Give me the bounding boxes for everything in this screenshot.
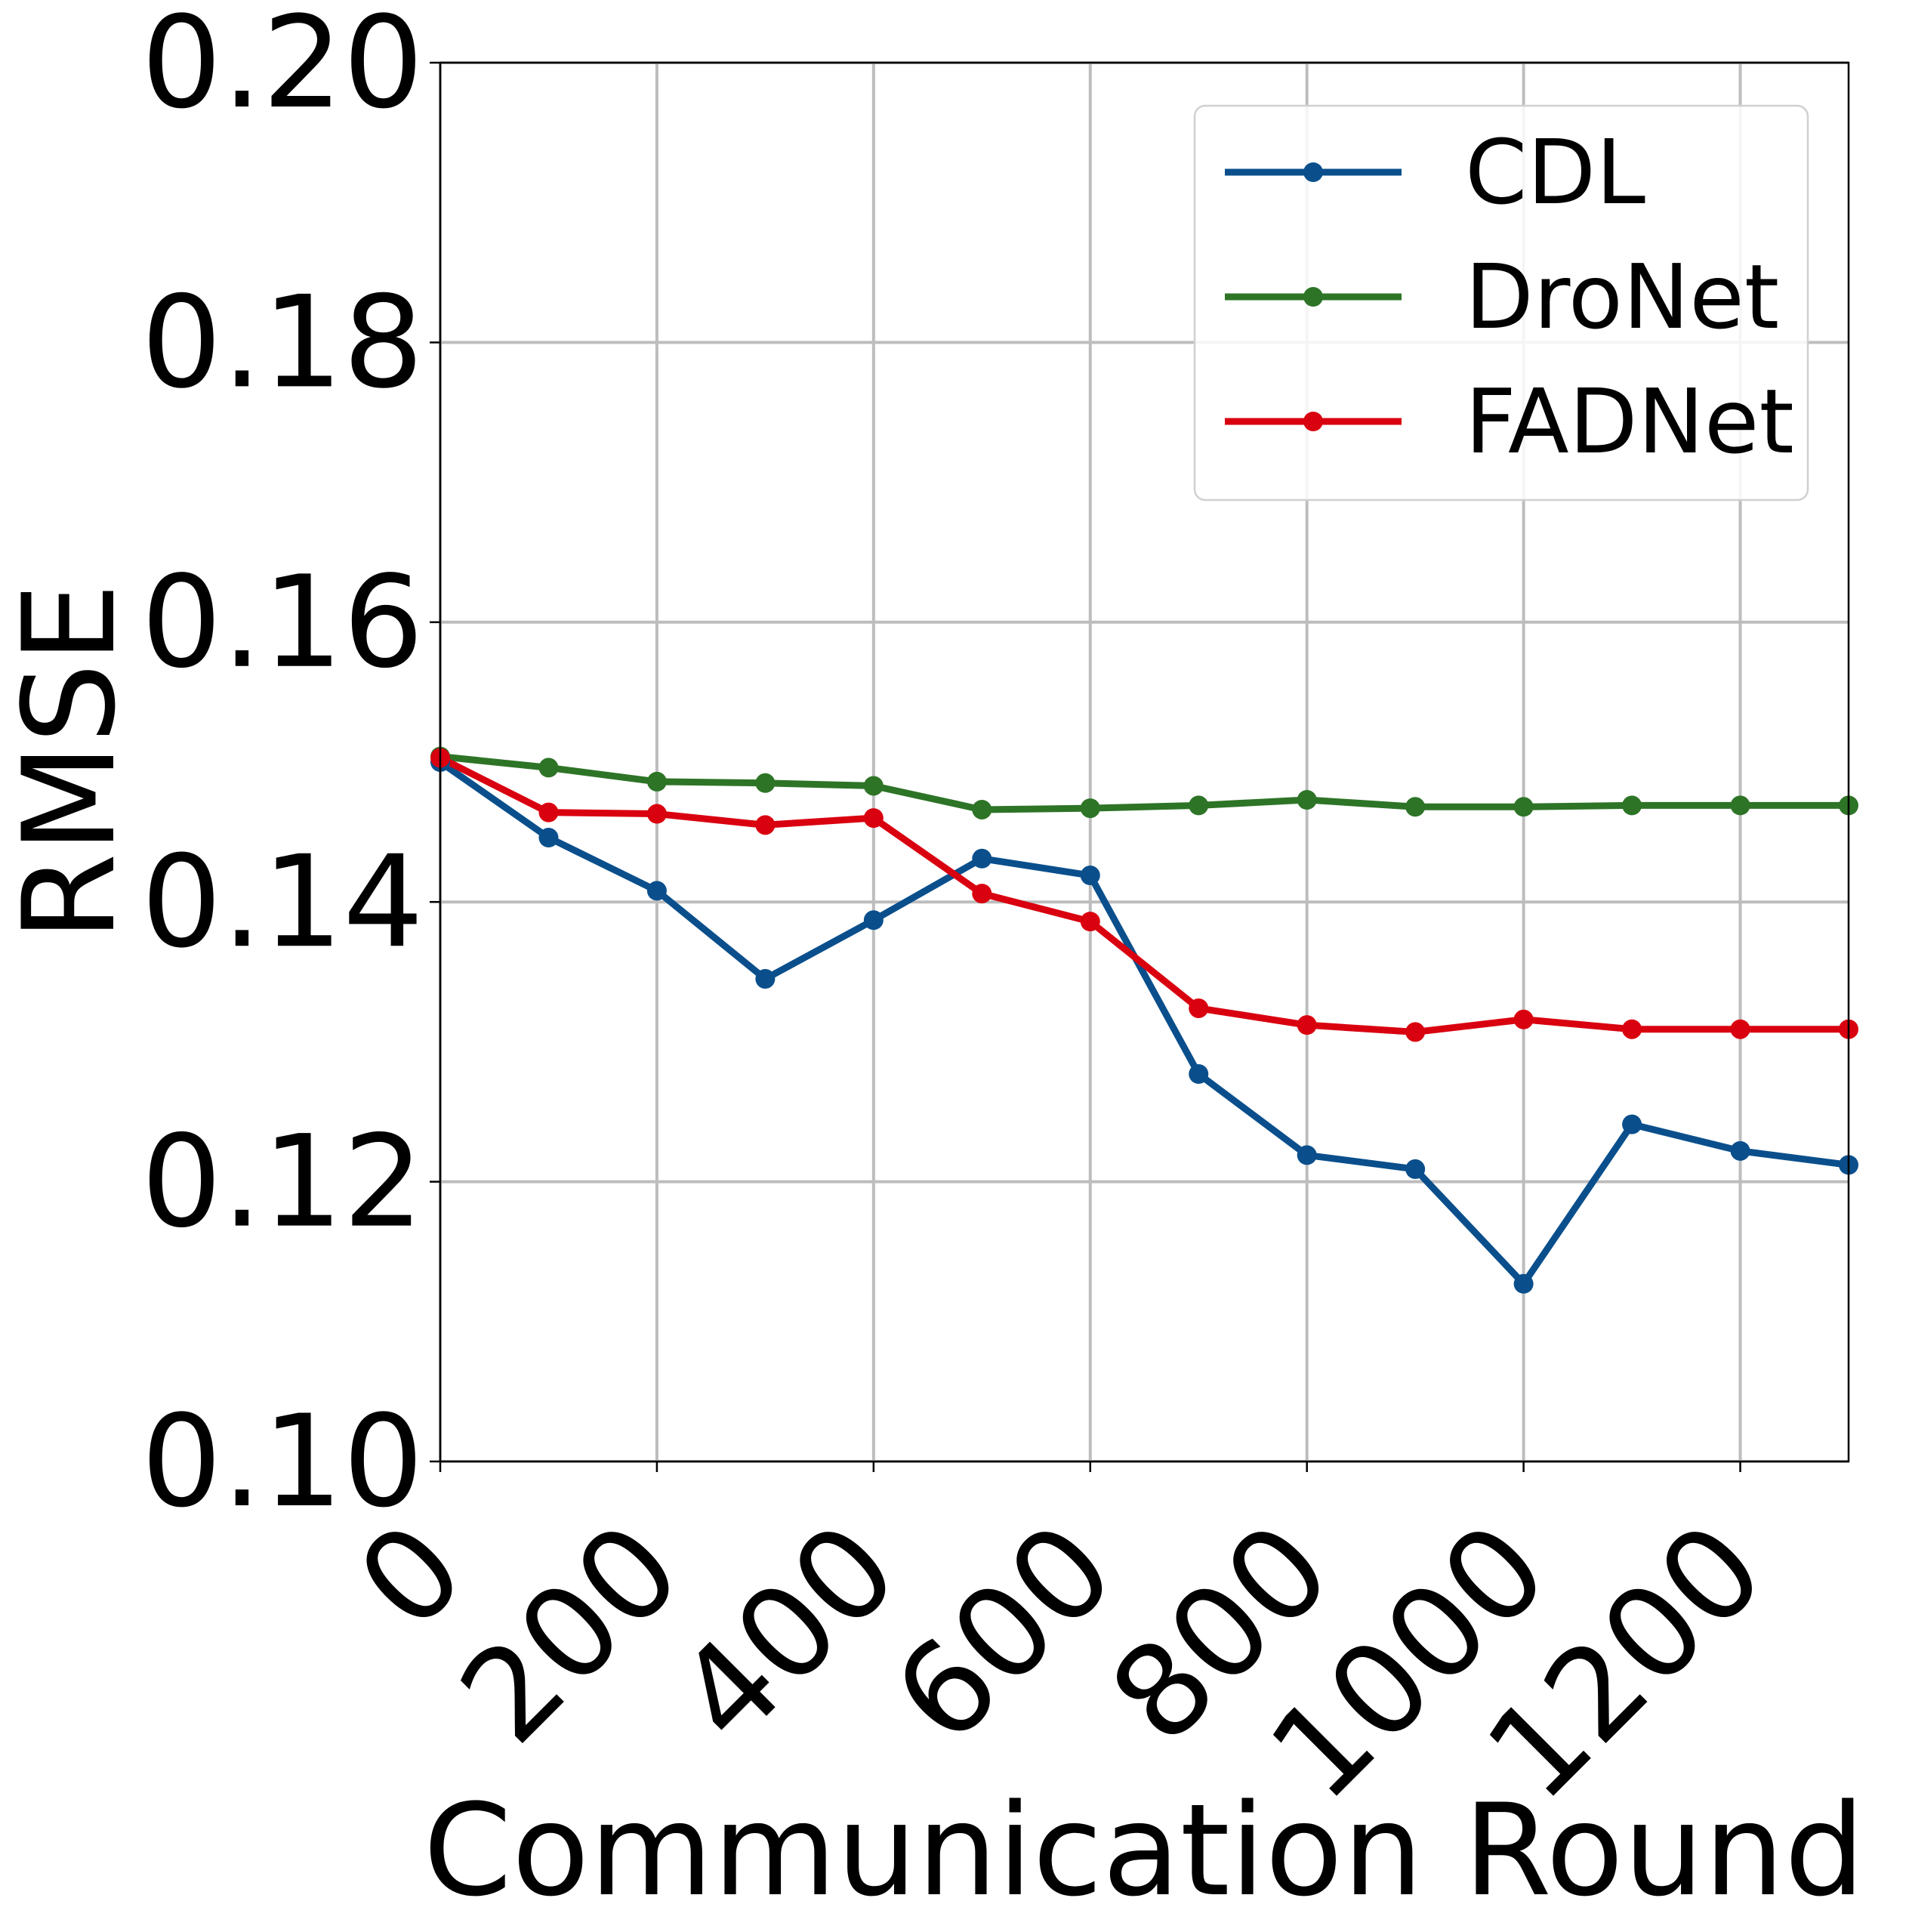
dronet-data-point: [972, 799, 992, 819]
fadnet-data-point: [1189, 998, 1209, 1018]
dronet-data-point: [1189, 795, 1209, 816]
y-tick-labels: 0.10 0.12 0.14 0.16 0.18 0.20: [141, 0, 424, 1535]
y-axis-label: RMSE: [0, 583, 143, 941]
axis-ticks: [430, 61, 1741, 1472]
dronet-data-point: [1730, 795, 1750, 816]
cdl-data-point: [1405, 1159, 1426, 1179]
y-tick-label: 0.20: [141, 0, 424, 137]
cdl-data-point: [755, 969, 776, 989]
dronet-data-point: [755, 773, 776, 793]
dronet-data-point: [1513, 797, 1534, 817]
cdl-data-point: [538, 828, 559, 848]
x-tick-label: 600: [866, 1495, 1142, 1771]
x-axis-label: Communication Round: [423, 1776, 1864, 1924]
dronet-data-point: [538, 758, 559, 778]
fadnet-data-point: [755, 815, 776, 835]
cdl-data-point: [863, 910, 884, 931]
legend-fadnet-label: FADNet: [1465, 369, 1794, 474]
fadnet-data-point: [1622, 1019, 1642, 1039]
plot-frame: [439, 61, 1850, 1463]
legend-fadnet-marker: [1303, 412, 1323, 431]
dronet-data-point: [646, 771, 667, 792]
series-lines: [438, 753, 1849, 1288]
fadnet-data-point: [1297, 1015, 1317, 1035]
legend-cdl-label: CDL: [1465, 120, 1645, 224]
dronet-data-point: [1622, 795, 1642, 816]
dronet-series-line: [439, 753, 1849, 813]
legend: CDL DroNet FADNet: [1193, 104, 1809, 502]
fadnet-data-point: [1730, 1019, 1750, 1039]
fadnet-data-point: [972, 884, 992, 904]
legend-dronet-marker: [1303, 287, 1323, 307]
fadnet-series-line: [438, 755, 1849, 1035]
fadnet-data-point: [1513, 1009, 1534, 1029]
dronet-data-point: [863, 776, 884, 796]
y-tick-label: 0.18: [141, 268, 424, 416]
fadnet-data-point: [863, 808, 884, 829]
y-tick-label: 0.14: [141, 828, 424, 976]
cdl-data-point: [1730, 1140, 1750, 1161]
cdl-data-point: [1189, 1063, 1209, 1084]
fadnet-data-point: [1405, 1022, 1426, 1042]
cdl-data-point: [972, 848, 992, 869]
legend-cdl-marker: [1303, 162, 1323, 182]
cdl-data-point: [646, 881, 667, 901]
cdl-data-point: [1297, 1145, 1317, 1165]
dronet-data-point: [1080, 798, 1100, 819]
cdl-data-point: [1080, 866, 1100, 886]
cdl-series-line: [438, 759, 1849, 1288]
fadnet-data-point: [1080, 912, 1100, 932]
y-tick-label: 0.16: [141, 548, 424, 696]
dronet-data-point: [1297, 790, 1317, 810]
y-tick-label: 0.12: [141, 1108, 424, 1256]
legend-dronet-label: DroNet: [1465, 245, 1779, 349]
dronet-data-point: [1405, 797, 1426, 817]
x-tick-label: 200: [433, 1495, 708, 1771]
fadnet-data-point: [538, 802, 559, 822]
cdl-data-point: [1622, 1114, 1642, 1134]
fadnet-data-point: [646, 804, 667, 824]
legend-frame: [1193, 104, 1809, 502]
x-tick-label: 400: [649, 1495, 925, 1771]
cdl-data-point: [1513, 1273, 1534, 1294]
series-points: [430, 746, 1858, 1294]
y-tick-label: 0.10: [141, 1387, 424, 1535]
